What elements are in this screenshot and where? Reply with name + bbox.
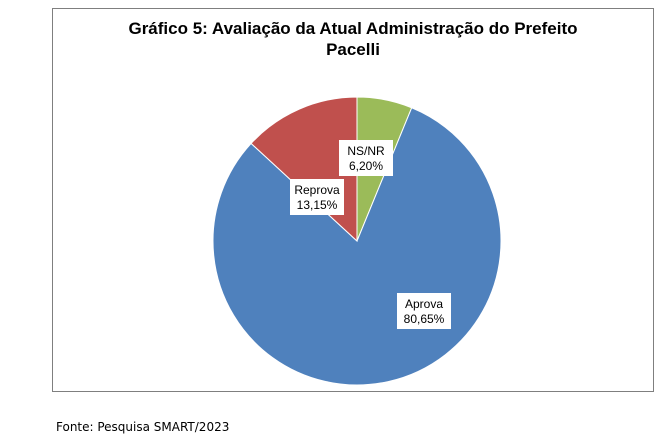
chart-title-line1: Gráfico 5: Avaliação da Atual Administra… bbox=[128, 19, 578, 38]
data-label-category: Aprova bbox=[405, 297, 443, 311]
data-label-box bbox=[290, 179, 344, 215]
data-label-value: 13,15% bbox=[297, 198, 338, 212]
data-label-box bbox=[397, 293, 451, 329]
data-label-ns-nr: NS/NR6,20% bbox=[339, 140, 393, 176]
data-label-box bbox=[339, 140, 393, 176]
chart-title-line2: Pacelli bbox=[326, 40, 380, 59]
source-note: Fonte: Pesquisa SMART/2023 bbox=[56, 420, 230, 434]
data-label-value: 6,20% bbox=[349, 159, 383, 173]
data-label-category: NS/NR bbox=[347, 144, 385, 158]
data-label-category: Reprova bbox=[294, 183, 340, 197]
chart-title: Gráfico 5: Avaliação da Atual Administra… bbox=[53, 18, 653, 60]
data-label-value: 80,65% bbox=[404, 312, 445, 326]
chart-frame: Gráfico 5: Avaliação da Atual Administra… bbox=[52, 8, 654, 392]
